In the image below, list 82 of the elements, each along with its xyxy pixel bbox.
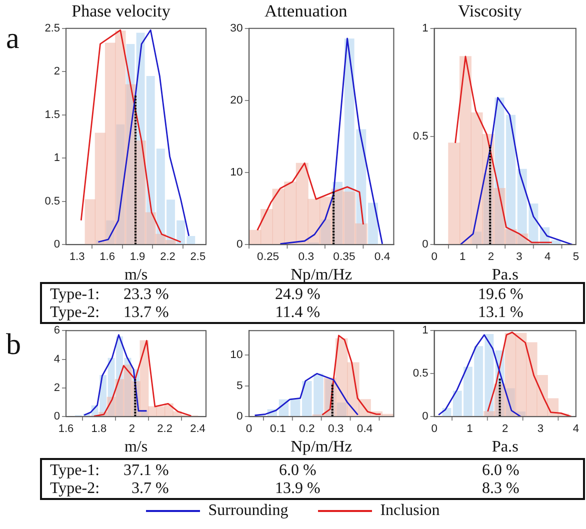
y-tick-label: 0.5 — [412, 368, 428, 380]
text: b — [6, 328, 21, 362]
x-tick-label: 2.2 — [157, 423, 172, 436]
y-tick-label: 0 — [54, 410, 60, 423]
legend-label: Surrounding — [208, 502, 288, 520]
x-tick-label: 0.1 — [270, 423, 286, 436]
x-tick-label: 1.6 — [58, 423, 74, 436]
y-tick-label: 6 — [54, 324, 60, 337]
y-tick-label: 2 — [54, 66, 60, 78]
y-tick-label: 0 — [236, 410, 243, 423]
x-tick-label: 0.3 — [328, 423, 344, 436]
text: 6.0 % — [481, 462, 520, 480]
text: 11.4 % — [274, 304, 322, 322]
y-tick-label: 1 — [54, 152, 60, 164]
x-axis-title: Np/m/Hz — [290, 438, 352, 456]
y-tick-label: 5 — [236, 380, 243, 392]
text: Type-2: — [50, 304, 101, 322]
x-tick-label: 2 — [128, 423, 135, 436]
chart-title: Attenuation — [264, 2, 348, 21]
y-tick-label: 0 — [54, 238, 60, 251]
x-axis-title: Pa.s — [492, 266, 518, 284]
y-tick-label: 2 — [54, 382, 60, 394]
text: Type-2: — [50, 480, 101, 498]
text: a — [6, 22, 20, 56]
text: 13.7 % — [122, 304, 169, 322]
x-tick-label: 0.4 — [374, 251, 390, 264]
x-tick-label: 0.2 — [299, 423, 315, 436]
y-tick-label: 10 — [230, 166, 243, 179]
y-tick-label: 1.5 — [44, 108, 60, 121]
x-tick-label: 3 — [516, 251, 522, 264]
x-axis-title: m/s — [124, 438, 148, 456]
x-axis-title: m/s — [124, 266, 148, 284]
y-tick-label: 0.5 — [412, 130, 428, 143]
x-tick-label: 2.4 — [190, 423, 206, 436]
x-tick-label: 2.5 — [190, 251, 206, 264]
y-tick-label: 20 — [230, 94, 243, 106]
x-tick-label: 4 — [544, 251, 551, 264]
x-tick-label: 0.25 — [257, 251, 280, 264]
text: 19.6 % — [477, 286, 524, 304]
y-tick-label: 2.5 — [44, 22, 60, 34]
y-tick-label: 0 — [422, 238, 428, 251]
chart-title: Phase velocity — [72, 2, 171, 21]
text: 6.0 % — [278, 462, 318, 480]
y-tick-label: 1 — [422, 22, 428, 34]
text: 13.9 % — [274, 480, 322, 498]
y-tick-label: 0 — [236, 238, 243, 251]
text: Type-1: — [50, 462, 101, 480]
x-tick-label: 0.35 — [333, 251, 356, 264]
x-tick-label: 1.8 — [91, 423, 107, 436]
x-tick-label: 1 — [460, 251, 466, 264]
x-tick-label: 1.3 — [69, 251, 85, 264]
text: 8.3 % — [481, 480, 520, 498]
x-axis-title: Pa.s — [492, 438, 518, 456]
x-tick-label: 1 — [466, 423, 473, 436]
x-tick-label: 0 — [246, 423, 252, 436]
text: 24.9 % — [274, 286, 322, 304]
y-tick-label: 30 — [230, 22, 243, 34]
x-tick-label: 0 — [431, 423, 438, 436]
y-tick-label: 0 — [422, 410, 428, 423]
text: 23.3 % — [122, 286, 169, 304]
y-tick-label: 4 — [54, 353, 60, 366]
x-tick-label: 0.3 — [298, 251, 314, 264]
x-tick-label: 1.9 — [130, 251, 146, 264]
y-tick-label: 1 — [422, 324, 428, 337]
text: Type-1: — [50, 286, 101, 304]
x-axis-title: Np/m/Hz — [290, 266, 352, 284]
x-tick-label: 2 — [502, 423, 508, 436]
x-tick-label: 3 — [537, 423, 544, 436]
text: 37.1 % — [122, 462, 169, 480]
x-tick-label: 5 — [572, 251, 580, 264]
x-tick-label: 2 — [488, 251, 494, 264]
x-tick-label: 1.6 — [100, 251, 115, 264]
text: 3.7 % — [130, 480, 169, 498]
chart-title: Viscosity — [458, 2, 522, 21]
text: 13.1 % — [477, 304, 524, 322]
y-tick-label: 0.5 — [44, 195, 60, 208]
y-tick-label: 10 — [230, 349, 243, 362]
x-tick-label: 0.4 — [356, 423, 373, 436]
legend-label: Inclusion — [380, 502, 440, 520]
x-tick-label: 2.2 — [160, 251, 176, 264]
x-tick-label: 0 — [431, 251, 438, 264]
x-tick-label: 4 — [572, 423, 580, 436]
